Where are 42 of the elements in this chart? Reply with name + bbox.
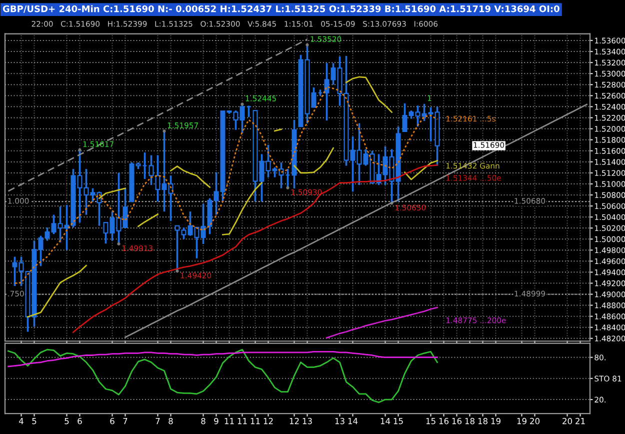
point (78, 148, 82, 152)
x-tick-label: 20 (530, 418, 540, 424)
x-tick-label: 11 (238, 418, 247, 424)
x-tick-label: 15 (426, 418, 436, 424)
point (306, 43, 309, 46)
line-series (8, 348, 438, 404)
x-tick-label: 18 (465, 418, 474, 424)
x-tick-label: 12 (290, 418, 299, 424)
x-tick-label: 14 (348, 418, 358, 424)
x-tick-label: 7 (156, 418, 160, 424)
x-tick-label: 18 (478, 418, 488, 424)
x-tick-label: 9 (214, 418, 218, 424)
x-tick-label: 16 (452, 418, 462, 424)
x-tick-label: 13 (335, 418, 344, 424)
x-tick-label: 20 (562, 418, 572, 424)
x-tick-label: 6 (78, 418, 82, 424)
x-tick-label: 5 (32, 418, 36, 424)
x-tick-label: 19 (517, 418, 526, 424)
line-series (72, 164, 438, 333)
line-series (8, 351, 438, 368)
point (117, 242, 120, 246)
point (176, 270, 179, 273)
line-series (326, 306, 438, 339)
point (162, 130, 166, 133)
point (240, 102, 244, 106)
x-tick-label: 12 (264, 418, 273, 424)
x-tick-label: 4 (19, 418, 24, 424)
x-tick-label: 13 (302, 418, 312, 424)
x-tick-label: 19 (491, 418, 500, 424)
x-tick-label: 7 (123, 418, 128, 424)
point (286, 186, 290, 190)
x-tick-label: 11 (250, 418, 260, 424)
x-tick-label: 14 (380, 418, 390, 424)
x-tick-label: 15 (394, 418, 403, 424)
x-tick-label: 8 (201, 418, 206, 424)
x-tick-label: 6 (110, 418, 114, 424)
x-tick-label: 5 (64, 418, 69, 424)
x-tick-label: 11 (224, 418, 234, 424)
x-tick-label: 8 (168, 418, 173, 424)
chart-title: GBP/USD+ 240-Min C:1.51690 N:- 0.00652 H:1.52437 L:1.51325 O:1.52339 B:1.51690 A:1.51719 V:13694 OI:0 (2, 5, 560, 13)
x-tick-label: 21 (576, 418, 585, 424)
x-tick-label: 16 (439, 418, 449, 424)
